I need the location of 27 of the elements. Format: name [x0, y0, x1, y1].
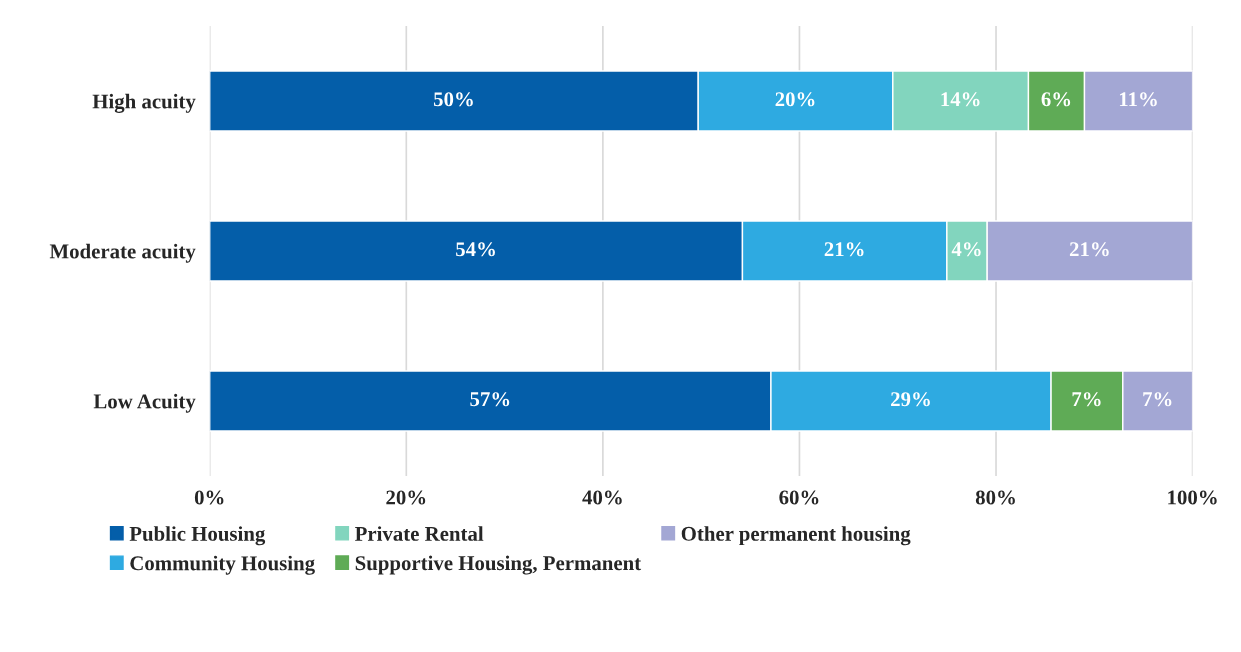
- y-tick-label: Low Acuity: [93, 393, 196, 413]
- data-label: 21%: [824, 242, 864, 257]
- data-label: 29%: [891, 392, 930, 407]
- legend-label: Supportive Housing, Permanent: [355, 555, 642, 575]
- data-label: 7%: [1143, 392, 1172, 407]
- x-tick-label: 0%: [194, 490, 224, 505]
- legend-label: Public Housing: [129, 526, 266, 546]
- x-tick-label: 20%: [386, 490, 426, 505]
- x-tick-label: 80%: [975, 490, 1015, 505]
- data-label: 21%: [1069, 242, 1109, 257]
- data-label: 7%: [1072, 392, 1101, 407]
- x-tick-label: 100%: [1168, 490, 1217, 505]
- y-tick-label: High acuity: [92, 93, 196, 113]
- data-label: 57%: [470, 392, 510, 407]
- data-label: 14%: [941, 92, 980, 107]
- data-label: 6%: [1041, 92, 1071, 107]
- data-label: 20%: [775, 92, 815, 107]
- y-tick-label: Moderate acuity: [49, 243, 196, 263]
- x-tick-label: 60%: [779, 490, 819, 505]
- legend-label: Private Rental: [355, 526, 484, 541]
- data-label: 54%: [456, 242, 495, 257]
- legend-label: Other permanent housing: [681, 526, 911, 546]
- legend-label: Community Housing: [130, 555, 315, 575]
- data-label: 4%: [951, 242, 981, 257]
- data-label: 11%: [1119, 92, 1157, 107]
- x-tick-label: 40%: [582, 490, 622, 505]
- data-label: 50%: [433, 92, 473, 107]
